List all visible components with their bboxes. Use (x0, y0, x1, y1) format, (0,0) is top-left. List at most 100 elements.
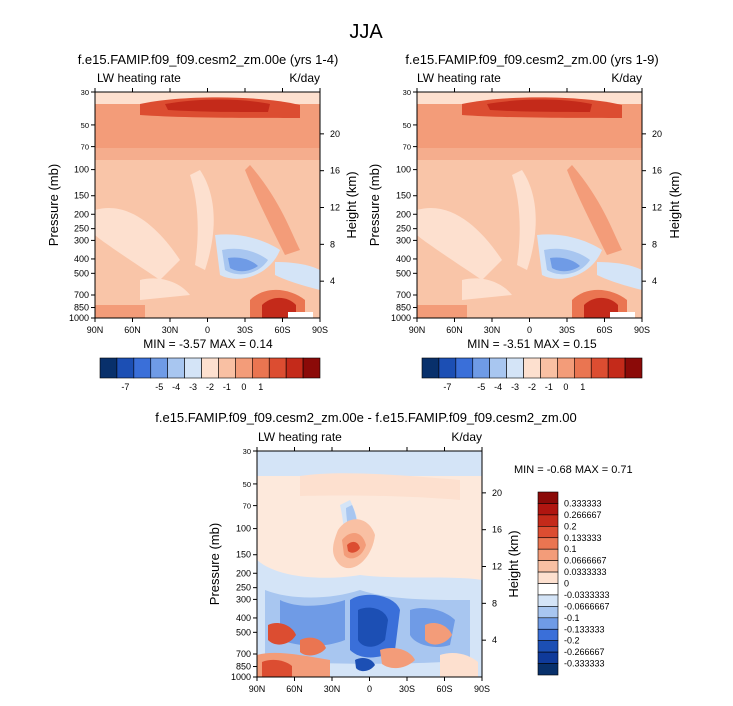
pressure-tick-label: 400 (396, 254, 411, 264)
panel-2-plot-area (416, 91, 643, 319)
pressure-tick-label: 30 (81, 88, 89, 97)
latitude-tick-label: 90N (409, 325, 426, 335)
latitude-tick-label: 60S (436, 684, 452, 694)
panel-1-plot-area (94, 91, 321, 319)
panel-3-latitude-axis: 90N 60N 30N 0 30S 60S 90S (249, 447, 490, 694)
colorbar-swatch (537, 606, 559, 619)
height-tick-label: 8 (330, 239, 335, 249)
latitude-tick-label: 30S (399, 684, 415, 694)
figure-title: JJA (349, 21, 383, 43)
colorbar-label: 0 (241, 382, 246, 392)
latitude-tick-label: 60N (286, 684, 303, 694)
colorbar-swatch (218, 357, 236, 379)
colorbar-swatch (201, 357, 219, 379)
colorbar-label: 0.266667 (564, 510, 602, 520)
panel-2-height-axis: 20 16 12 8 4 (642, 129, 662, 286)
colorbar-swatch (574, 357, 592, 379)
colorbar-swatch (235, 357, 253, 379)
colorbar-swatch (116, 357, 135, 379)
colorbar-swatch (537, 491, 559, 504)
height-tick-label: 20 (330, 129, 340, 139)
pressure-tick-label: 70 (81, 143, 89, 152)
latitude-tick-label: 90N (249, 684, 266, 694)
colorbar-swatch (167, 357, 185, 379)
colorbar-label: -0.1 (564, 613, 580, 623)
panel-3: f.e15.FAMIP.f09_f09.cesm2_zm.00e - f.e15… (155, 410, 632, 694)
colorbar-swatch (252, 357, 270, 379)
pressure-tick-label: 300 (74, 235, 89, 245)
pressure-tick-label: 150 (236, 550, 251, 560)
colorbar-swatch (537, 628, 559, 641)
colorbar-swatch (489, 357, 507, 379)
panel-1-height-axis: 20 16 12 8 4 (320, 129, 340, 286)
pressure-tick-label: 850 (236, 662, 251, 672)
colorbar-swatch (537, 594, 559, 607)
colorbar-swatch (537, 526, 559, 539)
latitude-tick-label: 90N (87, 325, 104, 335)
panel-2-height-axis-label: Height (km) (667, 171, 682, 238)
latitude-tick-label: 90S (474, 684, 490, 694)
pressure-tick-label: 250 (396, 224, 411, 234)
colorbar-swatch (455, 357, 474, 379)
latitude-tick-label: 60N (446, 325, 463, 335)
colorbar-label: -5 (155, 382, 163, 392)
height-tick-label: 16 (330, 166, 340, 176)
colorbar-label: -3 (511, 382, 519, 392)
colorbar-label: -7 (443, 382, 451, 392)
colorbar-swatch (421, 357, 440, 379)
panel-1-colorbar: -7 -5 -4 -3 -2 -1 0 1 (99, 357, 321, 392)
panel-2-colorbar: -7 -5 -4 -3 -2 -1 0 1 (421, 357, 643, 392)
latitude-tick-label: 0 (527, 325, 532, 335)
colorbar-label: -4 (494, 382, 502, 392)
latitude-tick-label: 30S (559, 325, 575, 335)
height-tick-label: 4 (330, 276, 335, 286)
colorbar-label: 1 (580, 382, 585, 392)
pressure-tick-label: 850 (396, 303, 411, 313)
panel-1-latitude-axis: 90N 60N 30N 0 30S 60S 90S (87, 88, 328, 335)
colorbar-swatch (557, 357, 575, 379)
colorbar-label: 0.133333 (564, 533, 602, 543)
colorbar-label: -1 (223, 382, 231, 392)
colorbar-label: -1 (545, 382, 553, 392)
pressure-tick-label: 200 (74, 209, 89, 219)
colorbar-label: -2 (528, 382, 536, 392)
colorbar-swatch (537, 548, 559, 561)
colorbar-swatch (537, 651, 559, 664)
panel-2-min-max: MIN = -3.51 MAX = 0.15 (467, 337, 597, 351)
pressure-tick-label: 70 (243, 502, 251, 511)
colorbar-label: -0.333333 (564, 659, 605, 669)
colorbar-label: -0.133333 (564, 624, 605, 634)
pressure-tick-label: 30 (403, 88, 411, 97)
colorbar-swatch (537, 640, 559, 653)
height-tick-label: 20 (652, 129, 662, 139)
colorbar-swatch (150, 357, 168, 379)
panel-2: f.e15.FAMIP.f09_f09.cesm2_zm.00 (yrs 1-9… (367, 52, 682, 392)
pressure-tick-label: 100 (74, 165, 89, 175)
colorbar-label: 0.0666667 (564, 556, 607, 566)
panel-3-title: f.e15.FAMIP.f09_f09.cesm2_zm.00e - f.e15… (155, 410, 577, 425)
pressure-tick-label: 150 (396, 191, 411, 201)
pressure-tick-label: 200 (236, 568, 251, 578)
colorbar-swatch (590, 357, 609, 379)
panel-1-units-label: K/day (289, 71, 320, 85)
colorbar-label: -5 (477, 382, 485, 392)
colorbar-swatch (537, 537, 559, 550)
colorbar-swatch (540, 357, 558, 379)
pressure-tick-label: 100 (236, 524, 251, 534)
height-tick-label: 4 (652, 276, 657, 286)
panel-1-min-max: MIN = -3.57 MAX = 0.14 (143, 337, 273, 351)
latitude-tick-label: 30N (484, 325, 501, 335)
panel-2-title: f.e15.FAMIP.f09_f09.cesm2_zm.00 (yrs 1-9… (405, 52, 658, 67)
colorbar-label: 0.333333 (564, 498, 602, 508)
colorbar-swatch (438, 357, 457, 379)
colorbar-swatch (523, 357, 541, 379)
panel-3-height-axis: 20 16 12 8 4 (482, 488, 502, 645)
height-tick-label: 16 (652, 166, 662, 176)
panel-1-pressure-axis-label: Pressure (mb) (46, 164, 61, 246)
colorbar-label: -7 (121, 382, 129, 392)
panel-1: f.e15.FAMIP.f09_f09.cesm2_zm.00e (yrs 1-… (46, 52, 359, 392)
pressure-tick-label: 250 (236, 583, 251, 593)
colorbar-label: -0.266667 (564, 647, 605, 657)
pressure-tick-label: 500 (396, 268, 411, 278)
